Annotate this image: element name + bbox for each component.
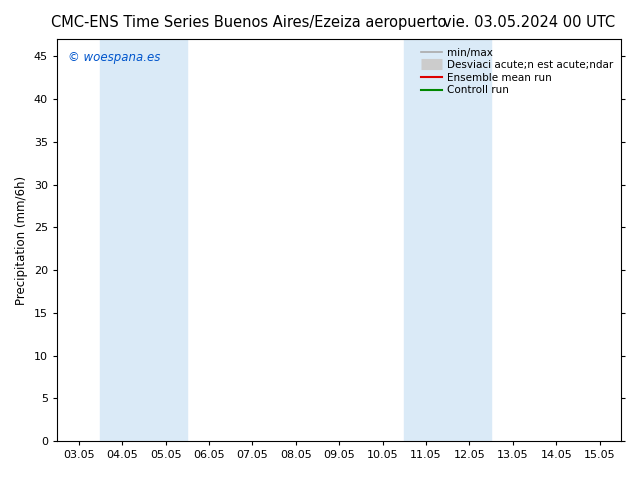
Legend: min/max, Desviaci acute;n est acute;ndar, Ensemble mean run, Controll run: min/max, Desviaci acute;n est acute;ndar… <box>418 45 616 98</box>
Text: CMC-ENS Time Series Buenos Aires/Ezeiza aeropuerto: CMC-ENS Time Series Buenos Aires/Ezeiza … <box>51 15 446 30</box>
Y-axis label: Precipitation (mm/6h): Precipitation (mm/6h) <box>15 175 29 305</box>
Text: © woespana.es: © woespana.es <box>68 51 161 64</box>
Bar <box>100 39 187 441</box>
Text: vie. 03.05.2024 00 UTC: vie. 03.05.2024 00 UTC <box>443 15 615 30</box>
Bar <box>404 39 491 441</box>
